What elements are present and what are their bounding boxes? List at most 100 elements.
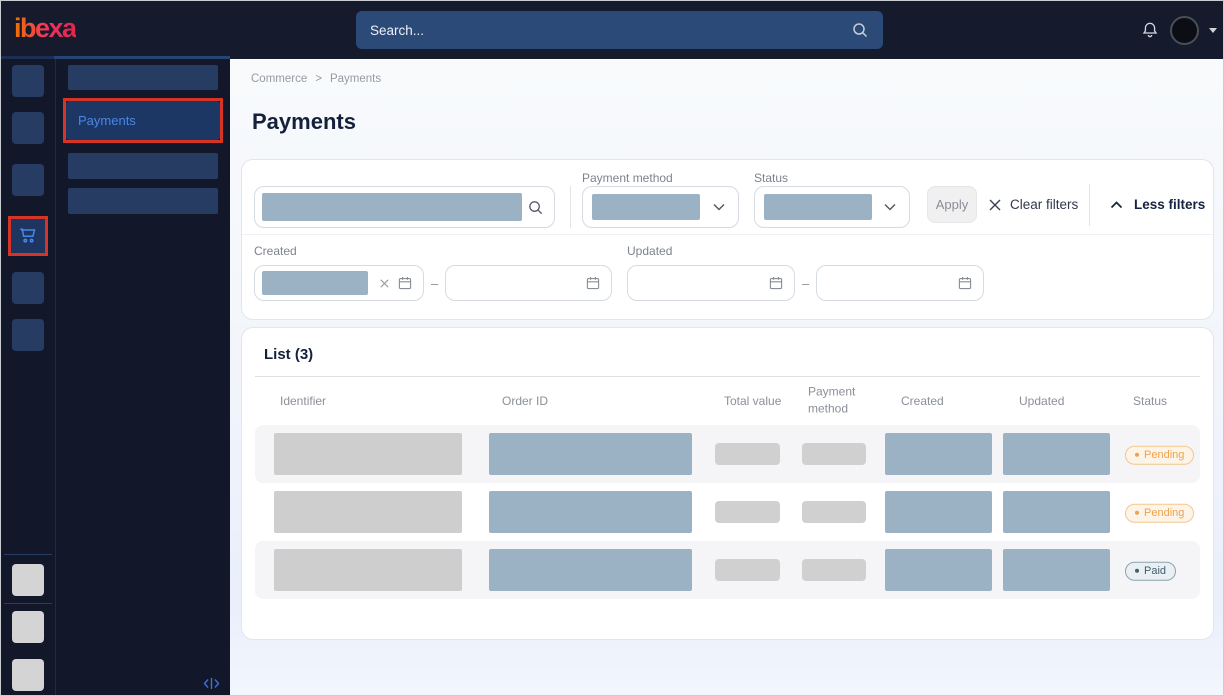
sidebar-bottom-placeholder-1[interactable] (12, 564, 44, 596)
search-icon (527, 199, 544, 216)
less-filters-button[interactable]: Less filters (1109, 186, 1205, 223)
filters-row-dates: Created – (242, 235, 1213, 319)
created-placeholder (885, 549, 992, 591)
identifier-placeholder (274, 433, 462, 475)
status-value-placeholder (764, 194, 872, 220)
sidebar-item-commerce[interactable] (8, 216, 48, 256)
calendar-icon[interactable] (957, 275, 973, 291)
submenu-item-payments-label: Payments (66, 113, 136, 128)
updated-placeholder (1003, 549, 1110, 591)
created-placeholder (885, 491, 992, 533)
status-select[interactable] (754, 186, 910, 228)
calendar-icon[interactable] (397, 275, 413, 291)
table-row[interactable]: Pending (255, 483, 1200, 541)
clear-filters-label: Clear filters (1010, 197, 1078, 212)
ibexa-logo[interactable]: ibexa (14, 13, 76, 44)
icon-sidebar (1, 59, 56, 695)
filter-divider (570, 186, 571, 228)
payment-method-placeholder (802, 559, 866, 581)
global-search[interactable] (356, 11, 883, 49)
status-dot (1135, 453, 1139, 457)
list-title: List (3) (264, 346, 1200, 363)
global-search-input[interactable] (370, 23, 851, 38)
filter-divider (1089, 184, 1090, 226)
column-header-payment-method: Payment method (808, 384, 858, 419)
sidebar-collapse-icon[interactable] (203, 677, 220, 690)
sidebar-icon-placeholder-1[interactable] (12, 65, 44, 97)
status-label: Status (754, 171, 788, 185)
range-separator: – (431, 276, 438, 291)
order-id-placeholder (489, 549, 692, 591)
calendar-icon[interactable] (585, 275, 601, 291)
updated-placeholder (1003, 433, 1110, 475)
close-icon (988, 198, 1002, 212)
submenu-item-placeholder-3[interactable] (68, 188, 218, 214)
status-badge: Paid (1125, 561, 1176, 580)
column-header-order-id: Order ID (502, 394, 548, 408)
submenu-item-placeholder-2[interactable] (68, 153, 218, 179)
status-cell: Pending (1125, 444, 1194, 465)
status-dot (1135, 569, 1139, 573)
payments-list-panel: List (3) Identifier Order ID Total value… (241, 327, 1214, 640)
column-header-status: Status (1133, 394, 1167, 408)
sidebar-bottom-placeholder-3[interactable] (12, 659, 44, 691)
submenu-item-payments[interactable]: Payments (63, 98, 223, 143)
apply-button[interactable]: Apply (927, 186, 977, 223)
table-row[interactable]: Pending (255, 425, 1200, 483)
secondary-sidebar: Payments (56, 59, 230, 695)
chevron-down-icon (712, 202, 726, 212)
created-to-input[interactable] (445, 265, 612, 301)
breadcrumb-separator: > (315, 73, 322, 85)
total-value-placeholder (715, 559, 780, 581)
total-value-placeholder (715, 443, 780, 465)
filter-search-value-placeholder (262, 193, 522, 221)
user-menu-caret-icon[interactable] (1209, 28, 1217, 33)
notifications-bell-icon[interactable] (1140, 20, 1160, 40)
payment-method-placeholder (802, 443, 866, 465)
identifier-placeholder (274, 549, 462, 591)
payment-method-select[interactable] (582, 186, 739, 228)
filters-row-main: Payment method Status Appl (242, 160, 1213, 235)
sidebar-icon-placeholder-4[interactable] (12, 272, 44, 304)
status-badge: Pending (1125, 503, 1194, 522)
updated-date-filter: Updated – (627, 244, 984, 301)
clear-filters-button[interactable]: Clear filters (988, 186, 1078, 223)
sidebar-bottom-placeholder-2[interactable] (12, 611, 44, 643)
status-cell: Pending (1125, 502, 1194, 523)
user-avatar[interactable] (1170, 16, 1199, 45)
submenu-item-placeholder-1[interactable] (68, 65, 218, 90)
breadcrumb-payments[interactable]: Payments (330, 73, 381, 85)
column-header-created: Created (901, 394, 944, 408)
sidebar-icon-placeholder-5[interactable] (12, 319, 44, 351)
page-title: Payments (252, 109, 1212, 135)
sidebar-icon-placeholder-2[interactable] (12, 112, 44, 144)
clear-date-icon[interactable] (379, 278, 390, 289)
column-header-total-value: Total value (724, 394, 781, 408)
payment-method-label: Payment method (582, 171, 673, 185)
top-bar-right (1140, 1, 1217, 59)
chevron-down-icon (883, 202, 897, 212)
total-value-placeholder (715, 501, 780, 523)
identifier-placeholder (274, 491, 462, 533)
table-row[interactable]: Paid (255, 541, 1200, 599)
column-header-identifier: Identifier (280, 394, 326, 408)
top-bar: ibexa (1, 1, 1223, 59)
cart-icon (17, 225, 39, 247)
search-icon (851, 21, 869, 39)
updated-from-input[interactable] (627, 265, 795, 301)
payment-method-value-placeholder (592, 194, 700, 220)
breadcrumb-commerce[interactable]: Commerce (251, 73, 307, 85)
created-from-input[interactable] (254, 265, 424, 301)
updated-label: Updated (627, 244, 984, 258)
main-content: Commerce > Payments Payments Payment met… (230, 59, 1223, 695)
filter-search-input[interactable] (254, 186, 555, 228)
calendar-icon[interactable] (768, 275, 784, 291)
chevron-up-icon (1109, 200, 1124, 210)
sidebar-divider (4, 554, 52, 555)
filters-panel: Payment method Status Appl (241, 159, 1214, 320)
sidebar-icon-placeholder-3[interactable] (12, 164, 44, 196)
updated-to-input[interactable] (816, 265, 984, 301)
breadcrumb: Commerce > Payments (251, 73, 1212, 85)
order-id-placeholder (489, 491, 692, 533)
column-header-updated: Updated (1019, 394, 1064, 408)
